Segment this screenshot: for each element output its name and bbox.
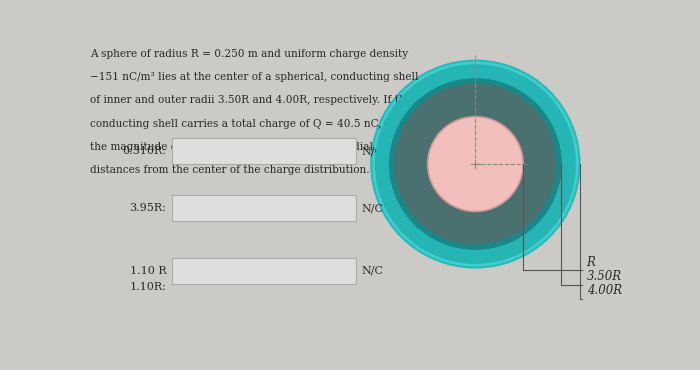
Ellipse shape [376, 65, 575, 263]
Text: conducting shell carries a total charge of Q = 40.5 nC, find: conducting shell carries a total charge … [90, 119, 406, 129]
Text: −151 nC/m³ lies at the center of a spherical, conducting shell: −151 nC/m³ lies at the center of a spher… [90, 72, 419, 82]
Bar [172, 195, 356, 221]
Bar [172, 258, 356, 284]
Text: of inner and outer radii 3.50R and 4.00R, respectively. If the: of inner and outer radii 3.50R and 4.00R… [90, 95, 412, 105]
Text: 4.00R: 4.00R [587, 285, 622, 297]
Ellipse shape [371, 61, 580, 268]
Ellipse shape [390, 79, 561, 249]
Text: 3.95R:: 3.95R: [130, 203, 166, 213]
Text: N/C: N/C [361, 203, 384, 213]
Text: N/C: N/C [361, 146, 384, 156]
Text: distances from the center of the charge distribution.: distances from the center of the charge … [90, 165, 370, 175]
Text: 1.10R:: 1.10R: [130, 282, 166, 292]
Text: 3.50R: 3.50R [587, 270, 622, 283]
Text: the magnitude of the electric field at the given radial: the magnitude of the electric field at t… [90, 142, 373, 152]
Text: 0.310R:: 0.310R: [122, 146, 166, 156]
Text: N/C: N/C [361, 266, 384, 276]
Ellipse shape [395, 84, 556, 244]
Text: A sphere of radius R = 0.250 m and uniform charge density: A sphere of radius R = 0.250 m and unifo… [90, 49, 408, 59]
Text: 1.10 R: 1.10 R [130, 266, 166, 276]
Text: R: R [587, 256, 596, 269]
Ellipse shape [428, 117, 523, 212]
Bar [172, 138, 356, 164]
